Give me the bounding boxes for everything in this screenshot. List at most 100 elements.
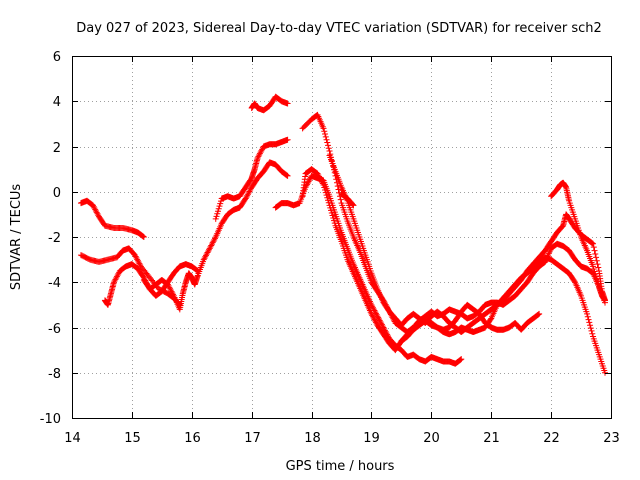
data-point: [372, 317, 379, 324]
data-point: [306, 177, 313, 184]
data-point: [571, 278, 578, 285]
data-point: [241, 196, 248, 203]
data-point: [91, 205, 98, 212]
y-tick-label: -8: [48, 367, 61, 382]
data-point: [202, 253, 209, 260]
data-point: [329, 212, 336, 219]
y-tick-label: 2: [53, 141, 61, 156]
data-point: [210, 238, 217, 245]
data-point: [587, 322, 594, 329]
data-point: [211, 236, 218, 243]
data-point: [350, 202, 357, 209]
data-point: [369, 313, 376, 320]
data-point: [319, 180, 326, 187]
data-point: [90, 203, 97, 210]
data-point: [595, 264, 602, 271]
y-tick-label: 4: [53, 95, 61, 110]
data-point: [284, 172, 291, 179]
data-point: [376, 317, 383, 324]
data-point: [205, 248, 212, 255]
data-point: [593, 276, 600, 283]
data-point: [594, 261, 601, 268]
data-point: [377, 318, 384, 325]
data-point: [374, 313, 381, 320]
data-point: [89, 202, 96, 209]
x-tick-label: 14: [64, 431, 81, 446]
data-point: [589, 240, 596, 247]
data-point: [167, 285, 174, 292]
data-point: [216, 203, 223, 210]
data-point: [243, 194, 250, 201]
data-point: [590, 265, 597, 272]
data-point: [209, 239, 216, 246]
data-point: [590, 263, 597, 270]
data-point: [536, 310, 543, 317]
data-point: [167, 287, 174, 294]
data-point: [170, 291, 177, 298]
data-point: [372, 319, 379, 326]
data-point: [534, 312, 541, 319]
data-point: [92, 207, 99, 214]
data-point: [135, 259, 142, 266]
data-point: [458, 356, 465, 363]
data-point: [214, 208, 221, 215]
chart-title: Day 027 of 2023, Sidereal Day-to-day VTE…: [76, 21, 602, 36]
data-point: [93, 209, 100, 216]
data-point: [369, 304, 376, 311]
gridlines: [72, 56, 611, 418]
x-tick-label: 16: [184, 431, 201, 446]
data-point: [593, 273, 600, 280]
data-point: [320, 181, 327, 188]
data-point: [246, 188, 253, 195]
x-tick-label: 22: [543, 431, 560, 446]
data-point: [242, 195, 249, 202]
data-point: [320, 125, 327, 132]
data-point: [113, 275, 120, 282]
data-point: [133, 254, 140, 261]
x-tick-label: 21: [483, 431, 500, 446]
series-track-4: [140, 159, 291, 313]
data-point: [321, 128, 328, 135]
data-point: [323, 192, 330, 199]
y-tick-label: -10: [40, 412, 61, 427]
data-point: [325, 199, 332, 206]
data-point: [602, 297, 609, 304]
data-point: [140, 233, 147, 240]
data-point: [316, 173, 323, 180]
data-point: [588, 327, 595, 334]
data-point: [114, 272, 121, 279]
data-point: [368, 310, 375, 317]
data-point: [322, 189, 329, 196]
data-point: [205, 246, 212, 253]
data-point: [589, 330, 596, 337]
data-point: [257, 149, 264, 156]
data-point: [217, 198, 224, 205]
data-point: [136, 260, 143, 267]
data-point: [602, 369, 609, 376]
data-point: [590, 240, 597, 247]
series-track-6: [248, 93, 291, 114]
x-tick-label: 15: [124, 431, 141, 446]
series-track-1: [77, 197, 147, 240]
data-point: [535, 311, 542, 318]
data-point: [247, 187, 254, 194]
data-point: [247, 185, 254, 192]
data-point: [316, 174, 323, 181]
data-point: [212, 215, 219, 222]
data-point: [134, 257, 141, 264]
data-point: [217, 200, 224, 207]
data-point: [369, 312, 376, 319]
data-point: [330, 215, 337, 222]
data-point: [244, 191, 251, 198]
x-tick-label: 18: [304, 431, 321, 446]
data-point: [203, 252, 210, 259]
data-point: [588, 239, 595, 246]
data-point: [111, 277, 118, 284]
data-point: [166, 284, 173, 291]
data-point: [456, 357, 463, 364]
data-point: [134, 256, 141, 263]
series-track-13: [548, 179, 609, 304]
data-point: [321, 184, 328, 191]
data-point: [324, 194, 331, 201]
